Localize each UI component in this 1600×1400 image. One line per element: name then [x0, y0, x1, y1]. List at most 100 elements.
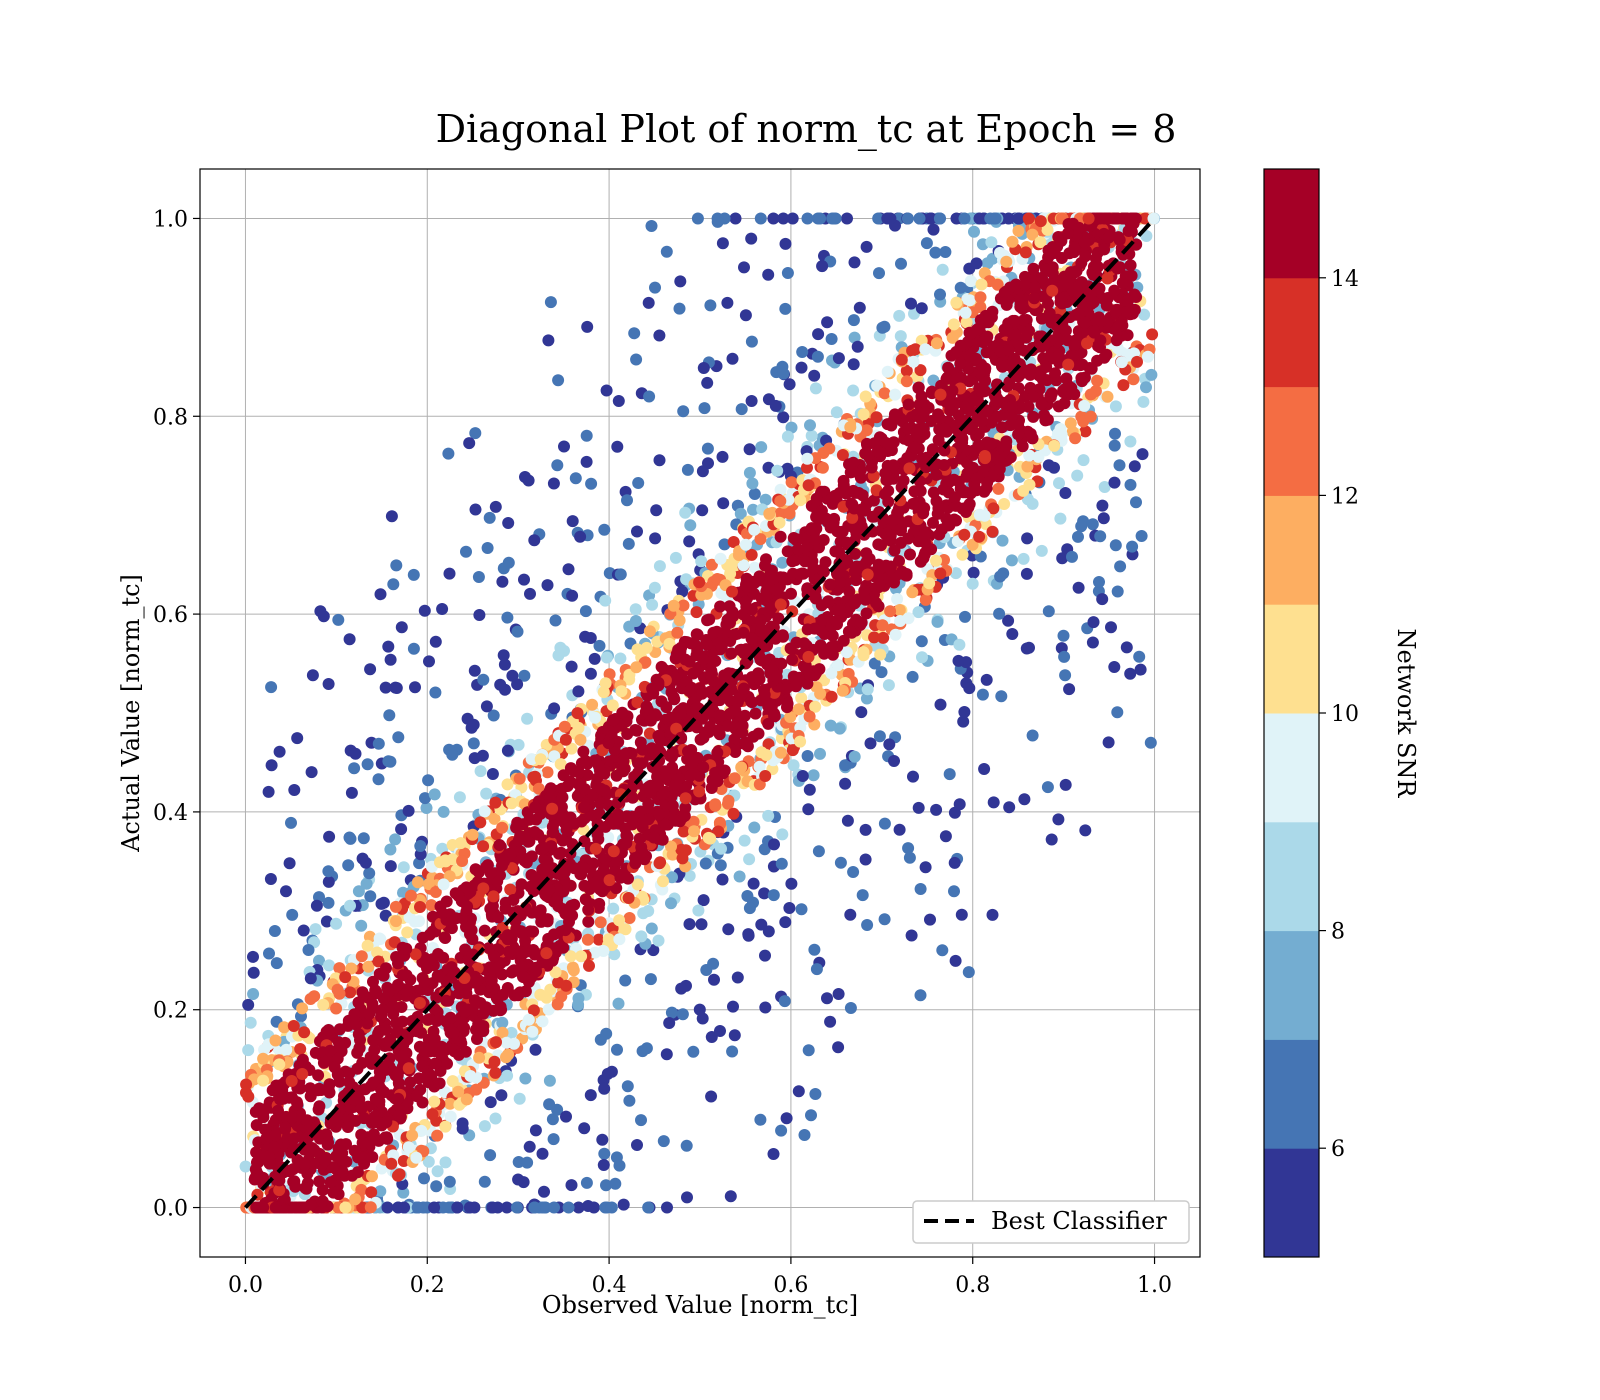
scatter-point	[868, 657, 881, 670]
scatter-point	[745, 548, 758, 561]
scatter-point	[1105, 621, 1117, 634]
scatter-point	[747, 877, 760, 890]
scatter-point	[418, 604, 431, 617]
scatter-point	[330, 1002, 343, 1015]
scatter-point	[1048, 439, 1061, 452]
scatter-point	[548, 702, 561, 715]
scatter-point	[582, 1200, 595, 1212]
scatter-point	[741, 890, 754, 902]
scatter-point	[711, 215, 724, 228]
scatter-point	[262, 785, 275, 798]
scatter-point	[800, 663, 813, 676]
scatter-point	[561, 780, 574, 792]
scatter-point	[743, 853, 756, 866]
scatter-point	[384, 860, 397, 873]
scatter-point	[512, 1173, 525, 1186]
scatter-point	[830, 406, 843, 419]
scatter-point	[581, 320, 594, 333]
scatter-point	[753, 673, 766, 686]
scatter-point	[1096, 499, 1109, 512]
scatter-point	[355, 919, 368, 932]
scatter-point	[501, 778, 514, 791]
scatter-point	[1108, 476, 1121, 489]
scatter-point	[630, 353, 643, 366]
scatter-point	[707, 957, 720, 970]
scatter-point	[374, 1185, 387, 1198]
scatter-point	[1053, 477, 1065, 490]
scatter-point	[1086, 518, 1099, 531]
scatter-point	[384, 653, 397, 666]
scatter-point	[735, 761, 748, 774]
scatter-point	[973, 530, 986, 543]
scatter-point	[348, 762, 361, 775]
scatter-point	[923, 577, 936, 590]
scatter-point	[575, 950, 588, 963]
scatter-point	[501, 611, 514, 624]
scatter-point	[809, 700, 822, 713]
scatter-point	[745, 232, 758, 245]
scatter-point	[364, 1201, 377, 1214]
scatter-point	[825, 642, 838, 655]
scatter-point	[733, 870, 746, 883]
scatter-point	[749, 707, 762, 720]
scatter-points	[239, 212, 1160, 1214]
scatter-point	[529, 1043, 542, 1056]
scatter-point	[473, 1051, 486, 1064]
scatter-point	[389, 833, 402, 846]
scatter-point	[1024, 381, 1037, 394]
scatter-point	[372, 737, 385, 750]
scatter-point	[613, 914, 626, 927]
scatter-point	[543, 1074, 556, 1087]
scatter-point	[477, 840, 490, 853]
scatter-point	[1077, 454, 1090, 467]
scatter-point	[519, 1072, 532, 1085]
scatter-point	[930, 554, 942, 567]
scatter-point	[930, 337, 943, 350]
scatter-point	[322, 678, 335, 690]
scatter-point	[635, 930, 648, 943]
scatter-point	[1085, 362, 1098, 375]
scatter-point	[343, 831, 356, 844]
scatter-point	[383, 709, 396, 722]
scatter-point	[397, 861, 410, 874]
scatter-point	[494, 678, 507, 691]
scatter-point	[690, 606, 703, 619]
scatter-point	[586, 698, 599, 711]
scatter-point	[538, 1185, 550, 1198]
scatter-point	[453, 791, 466, 804]
scatter-point	[407, 568, 420, 581]
scatter-point	[463, 437, 476, 450]
scatter-point	[476, 749, 489, 762]
scatter-point	[302, 944, 315, 956]
scatter-point	[963, 682, 976, 695]
scatter-point	[1059, 669, 1072, 682]
scatter-point	[930, 803, 943, 816]
scatter-point	[429, 635, 442, 648]
scatter-point	[729, 212, 742, 225]
scatter-point	[712, 724, 725, 737]
scatter-point	[463, 1201, 476, 1214]
scatter-point	[617, 1198, 630, 1211]
scatter-point	[478, 1120, 491, 1133]
scatter-point	[483, 511, 496, 524]
scatter-point	[687, 667, 700, 680]
scatter-point	[1120, 641, 1133, 654]
scatter-point	[356, 1201, 369, 1214]
scatter-point	[754, 533, 767, 546]
scatter-point	[763, 507, 776, 520]
scatter-point	[411, 876, 424, 889]
scatter-point	[429, 686, 442, 699]
scatter-point	[247, 950, 259, 963]
scatter-point	[814, 687, 827, 700]
scatter-point	[565, 660, 578, 673]
scatter-point	[767, 1148, 780, 1160]
scatter-point	[239, 1160, 252, 1173]
scatter-point	[361, 939, 374, 952]
scatter-point	[1000, 255, 1013, 268]
scatter-point	[960, 316, 973, 329]
scatter-point	[467, 718, 480, 731]
scatter-point	[1018, 793, 1031, 806]
scatter-point	[834, 856, 847, 869]
scatter-point	[860, 692, 873, 705]
scatter-point	[486, 962, 499, 975]
